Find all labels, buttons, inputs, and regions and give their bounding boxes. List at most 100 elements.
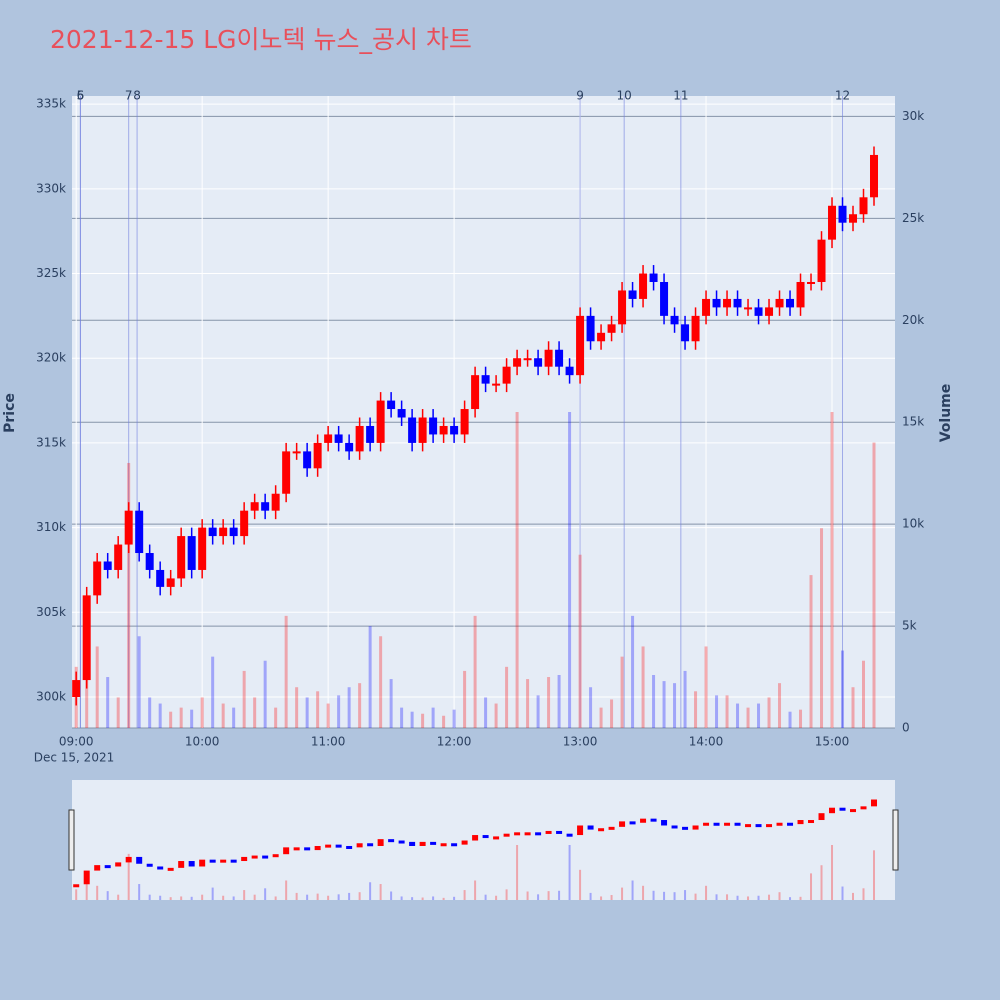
range-candle: [241, 856, 248, 862]
range-volume-bar: [495, 895, 498, 900]
x-tick-label: 13:00: [563, 735, 598, 749]
range-volume-bar: [600, 896, 603, 900]
candle-body: [198, 527, 207, 570]
candle-body: [250, 502, 259, 511]
candle-body: [660, 281, 669, 316]
range-candle: [493, 836, 500, 840]
range-volume-bar: [75, 889, 78, 900]
volume-bar: [389, 679, 393, 728]
volume-bar: [316, 691, 320, 728]
range-volume-bar: [316, 893, 319, 900]
range-candle: [167, 867, 174, 871]
range-volume-bar: [337, 894, 340, 900]
volume-bar: [211, 656, 215, 728]
y-tick-label: 335k: [36, 97, 66, 111]
candle-body: [870, 154, 879, 198]
range-volume-bar: [432, 896, 435, 900]
range-volume-bar: [148, 894, 151, 900]
range-volume-bar: [85, 880, 88, 900]
range-volume-bar: [285, 880, 288, 900]
candle-body: [450, 425, 459, 435]
range-handle[interactable]: [892, 809, 899, 871]
range-volume-bar: [390, 891, 393, 900]
range-volume-bar: [862, 888, 865, 900]
range-candle: [556, 830, 563, 834]
candle-body: [628, 290, 637, 299]
range-volume-bar: [442, 897, 445, 900]
y-tick-label: 320k: [36, 351, 66, 365]
range-volume-bar: [505, 889, 508, 900]
candle-body: [702, 298, 711, 316]
volume-bar: [830, 412, 834, 728]
y2-tick-label: 10k: [902, 517, 924, 531]
range-volume-bar: [201, 894, 204, 900]
range-candle: [640, 818, 647, 823]
range-volume-bar: [589, 892, 592, 900]
candle-body: [418, 417, 427, 443]
range-handle[interactable]: [68, 809, 75, 871]
range-volume-bar: [169, 897, 172, 900]
range-candle: [409, 841, 416, 846]
candle-body: [103, 561, 112, 570]
news-label: 10: [617, 89, 632, 103]
candle-body: [765, 307, 774, 316]
volume-bar: [746, 707, 750, 728]
candle-body: [639, 273, 648, 299]
range-candle: [577, 825, 584, 836]
volume-bar: [221, 703, 225, 728]
candle-body: [187, 536, 196, 570]
range-candle: [346, 845, 353, 849]
candle-body: [397, 409, 406, 418]
range-volume-bar: [873, 850, 876, 900]
volume-bar: [368, 626, 372, 728]
range-candle: [535, 832, 542, 836]
range-volume-bar: [474, 880, 477, 900]
volume-bar: [127, 462, 131, 728]
range-volume-bar: [516, 845, 519, 900]
candle-body: [166, 578, 175, 587]
volume-bar: [568, 412, 572, 728]
candle-body: [607, 324, 616, 333]
volume-bar: [641, 646, 645, 728]
range-candle: [787, 822, 794, 826]
range-candle: [136, 856, 143, 864]
y-tick-label: 315k: [36, 435, 66, 449]
x-tick-label: 10:00: [185, 735, 220, 749]
range-volume-bar: [253, 894, 256, 900]
candle-body: [208, 527, 217, 537]
range-candle: [335, 844, 342, 848]
range-candle: [482, 835, 489, 839]
range-candle: [83, 870, 90, 885]
range-candle: [619, 821, 626, 827]
range-candle: [451, 843, 458, 847]
volume-bar: [442, 715, 446, 728]
y2-tick-label: 25k: [902, 211, 924, 225]
volume-bar: [578, 554, 582, 728]
range-slider[interactable]: [72, 780, 895, 900]
y-tick-label: 300k: [36, 690, 66, 704]
range-candle: [104, 865, 111, 869]
range-volume-bar: [264, 888, 267, 900]
news-label: 12: [835, 89, 850, 103]
volume-bar: [841, 650, 845, 728]
plot-area: [72, 96, 895, 728]
range-candle: [587, 825, 594, 830]
range-candle: [325, 844, 332, 848]
candle-body: [723, 298, 732, 308]
range-volume-bar: [211, 887, 214, 900]
x-tick-label: 15:00: [815, 735, 850, 749]
news-label: 7: [125, 89, 133, 103]
range-volume-bar: [411, 897, 414, 900]
range-candle: [860, 806, 867, 810]
range-candle: [503, 833, 510, 837]
volume-bar: [694, 691, 698, 728]
range-volume-bar: [379, 884, 382, 900]
candle-body: [859, 197, 868, 215]
range-volume-bar: [348, 892, 351, 900]
range-volume-bar: [621, 887, 624, 900]
range-candle: [115, 862, 122, 867]
volume-bar: [547, 677, 551, 728]
volume-bar: [200, 697, 204, 728]
range-volume-bar: [369, 882, 372, 900]
range-volume-bar: [127, 853, 130, 900]
